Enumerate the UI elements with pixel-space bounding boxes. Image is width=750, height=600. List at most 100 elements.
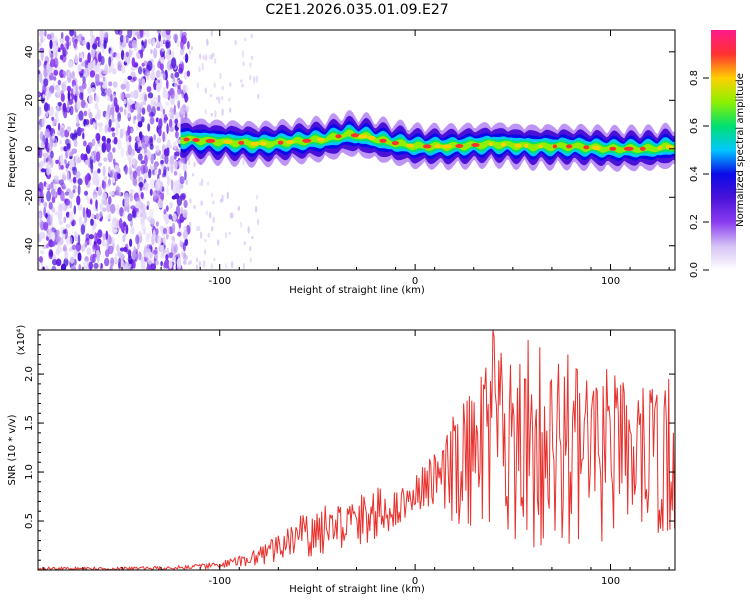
spectrogram-noise-cell	[150, 217, 155, 227]
spectrogram-noise-cell	[77, 37, 82, 42]
spectrogram-noise-cell	[205, 54, 208, 62]
spectrogram-noise-cell	[97, 122, 104, 127]
spectrogram-noise-cell	[132, 76, 137, 82]
spectrogram-noise-cell	[60, 43, 64, 50]
spectrogram-noise-cell	[254, 205, 258, 213]
spectrogram-noise-cell	[103, 157, 108, 162]
spectrogram-noise-cell	[156, 41, 160, 48]
spectrogram-noise-cell	[138, 66, 143, 75]
spectrogram-noise-cell	[210, 263, 214, 270]
spectrogram-noise-cell	[38, 212, 41, 219]
spectrogram-noise-cell	[81, 61, 85, 67]
spectrogram-noise-cell	[155, 259, 159, 266]
spectrogram-noise-cell	[158, 33, 162, 42]
spectrogram-noise-cell	[150, 153, 154, 165]
spectrogram-noise-cell	[102, 165, 106, 177]
spectrogram-noise-cell	[108, 235, 112, 245]
spectrogram-noise-cell	[171, 195, 177, 200]
spectrogram-noise-cell	[83, 67, 89, 79]
spectrogram-noise-cell	[130, 226, 135, 235]
spectrogram-noise-cell	[105, 110, 110, 116]
spectrogram-noise-cell	[125, 224, 129, 235]
spectrogram-noise-cell	[218, 96, 221, 105]
spectrogram-noise-cell	[49, 213, 54, 223]
spectrogram-noise-cell	[128, 135, 132, 143]
spectrogram-noise-cell	[59, 139, 62, 145]
spectrogram-noise-cell	[110, 222, 114, 228]
spectrogram-noise-cell	[117, 139, 122, 150]
spectrogram-noise-cell	[113, 97, 118, 107]
spectrogram-noise-cell	[148, 168, 152, 179]
spectrogram-noise-cell	[126, 108, 132, 118]
snr-y-axis: 0.5 1.0 1.5 2.0	[24, 334, 675, 561]
spectrogram-noise-cell	[70, 265, 77, 270]
spectrogram-noise-cell	[237, 205, 240, 212]
spectrogram-noise-cell	[76, 157, 82, 164]
spectrogram-noise-cell	[211, 226, 214, 232]
colorbar-scale	[711, 30, 736, 270]
spectrogram-noise-cell	[112, 81, 118, 88]
spectrogram-noise-cell	[162, 108, 166, 115]
spectrogram-noise-cell	[108, 191, 114, 196]
spectrogram-noise-cell	[115, 203, 120, 215]
spectrogram-noise-cell	[38, 181, 44, 193]
spectrogram-noise-cell	[141, 40, 144, 46]
spectrogram-noise-cell	[92, 59, 96, 70]
spectrogram-noise-cell	[125, 93, 131, 99]
spectrogram-noise-cell	[204, 87, 207, 94]
spectrogram-noise-cell	[160, 260, 163, 267]
spectrogram-noise-cell	[57, 102, 62, 107]
spectrogram-noise-cell	[99, 202, 104, 211]
spectrogram-noise-cell	[110, 49, 114, 57]
spectrogram-noise-cell	[69, 236, 73, 245]
spectrogram-noise-cell	[145, 252, 150, 258]
spectrogram-peak-cell	[367, 136, 376, 140]
spectrogram-noise-cell	[92, 253, 97, 258]
spectrogram-noise-cell	[182, 84, 188, 95]
spectrogram-noise-cell	[134, 102, 141, 111]
spectrogram-noise-cell	[256, 218, 260, 226]
spectrogram-noise-cell	[78, 264, 82, 270]
spectrogram-noise-cell	[162, 236, 166, 247]
spectrogram-noise-cell	[149, 116, 155, 125]
spectrogram-noise-cell	[146, 86, 152, 93]
spectrogram-noise-cell	[221, 96, 224, 101]
spectrogram-noise-cell	[205, 210, 209, 216]
spectrogram-noise-cell	[114, 164, 120, 172]
spectrogram-noise-cell	[135, 234, 140, 245]
spectrogram-noise-cell	[77, 65, 82, 72]
spectrogram-noise-cell	[141, 78, 146, 86]
spectrogram-noise-cell	[155, 145, 160, 153]
spectrogram-noise-cell	[44, 30, 47, 37]
spectrogram-noise-cell	[163, 209, 167, 215]
spectrogram-noise-cell	[181, 93, 184, 99]
spectrogram-noise-cell	[120, 83, 126, 90]
spectrogram-noise-cell	[106, 215, 111, 220]
spectrogram-noise-cell	[249, 257, 252, 263]
snr-x-tick-label: -100	[208, 576, 231, 587]
spectrogram-noise-cell	[166, 123, 169, 135]
spectrogram-noise-cell	[38, 70, 41, 75]
spectrogram-noise-cell	[84, 175, 89, 186]
spectrogram-noise-cell	[123, 108, 127, 116]
spectrogram-noise-cell	[228, 107, 232, 113]
colorbar-ticks: 0.0 0.2 0.4 0.6 0.8	[689, 70, 709, 278]
spectrogram-noise-cell	[64, 129, 70, 138]
spectrogram-noise-cell	[162, 131, 165, 143]
spectrogram-noise-cell	[255, 75, 259, 83]
spectrogram-noise-cell	[209, 211, 212, 219]
spectrogram-noise-cell	[111, 132, 116, 138]
spectrogram-noise-cell	[59, 54, 64, 61]
spectrogram-noise-cell	[141, 203, 146, 214]
spectrogram-peak-cell	[455, 144, 464, 148]
spectrogram-noise-cell	[169, 201, 173, 209]
spectrogram-noise-cell	[179, 176, 185, 185]
spectrogram-noise-cell	[173, 141, 177, 150]
spectrogram-noise-cell	[140, 216, 144, 225]
spectrogram-noise-cell	[60, 127, 65, 138]
spectrogram-noise-cell	[143, 135, 150, 142]
spectrogram-noise-cell	[163, 91, 169, 100]
spectrogram-noise-cell	[102, 242, 108, 247]
spectrogram-noise-cell	[179, 30, 183, 37]
spectrogram-noise-cell	[175, 130, 179, 139]
